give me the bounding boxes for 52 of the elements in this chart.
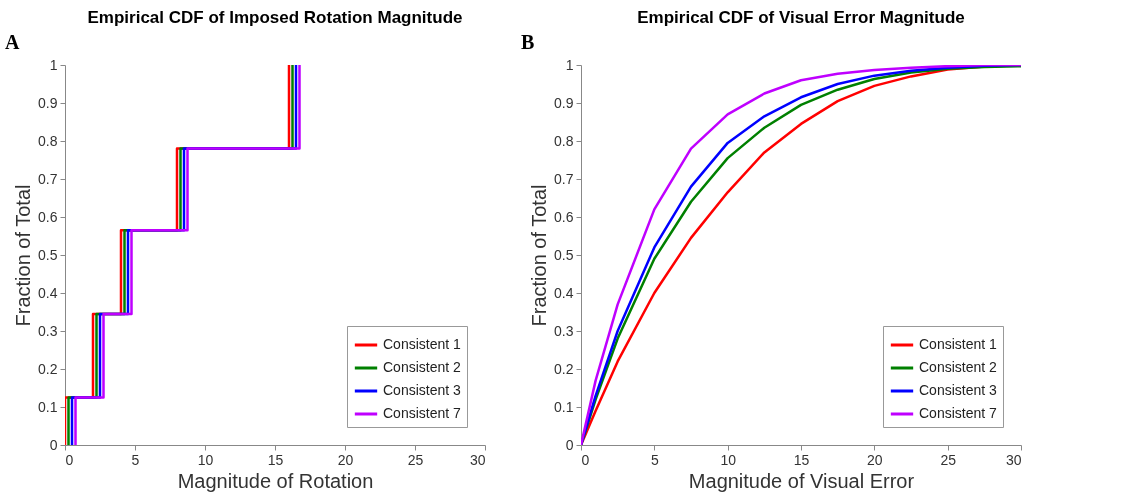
x-tick-label: 15 [267, 451, 284, 468]
legend-label: Consistent 3 [383, 382, 462, 398]
x-tick-label: 10 [720, 451, 737, 468]
y-tick-label: 0.2 [38, 360, 58, 377]
y-tick-label: 0.4 [38, 284, 58, 301]
y-axis-title: Fraction of Total [528, 184, 551, 327]
y-tick-label: 0.1 [554, 398, 574, 415]
y-tick-label: 0.9 [554, 94, 574, 111]
y-tick-label: 0.7 [38, 170, 58, 187]
x-axis-title: Magnitude of Rotation [177, 469, 374, 492]
y-tick-label: 0 [49, 436, 58, 453]
x-tick-label: 30 [1005, 451, 1022, 468]
x-tick-label: 30 [469, 451, 486, 468]
legend-label: Consistent 7 [383, 405, 462, 421]
y-tick-label: 0.5 [38, 246, 58, 263]
y-tick-label: 0.5 [554, 246, 574, 263]
legend-label: Consistent 1 [919, 336, 998, 352]
y-tick-label: 0.3 [554, 322, 574, 339]
y-tick-label: 1 [49, 56, 58, 73]
y-tick-label: 0.6 [38, 208, 58, 225]
chart-title: Empirical CDF of Imposed Rotation Magnitude [87, 8, 463, 27]
y-axis-title: Fraction of Total [12, 184, 35, 327]
x-tick-label: 5 [650, 451, 659, 468]
y-tick-label: 0.3 [38, 322, 58, 339]
text: B [521, 31, 535, 53]
y-tick-label: 0.7 [554, 170, 574, 187]
x-tick-label: 5 [131, 451, 140, 468]
chart-title: Empirical CDF of Visual Error Magnitude [637, 8, 965, 27]
legend-label: Consistent 2 [383, 359, 462, 375]
x-tick-label: 0 [581, 451, 590, 468]
y-tick-label: 1 [565, 56, 574, 73]
y-tick-label: 0.6 [554, 208, 574, 225]
y-tick-label: 0 [565, 436, 574, 453]
legend-label: Consistent 2 [919, 359, 998, 375]
x-tick-label: 0 [65, 451, 74, 468]
y-tick-label: 0.2 [554, 360, 574, 377]
x-tick-label: 15 [793, 451, 810, 468]
x-tick-label: 25 [407, 451, 424, 468]
y-tick-label: 0.1 [38, 398, 58, 415]
x-tick-label: 25 [940, 451, 957, 468]
x-tick-label: 20 [337, 451, 354, 468]
legend-label: Consistent 1 [383, 336, 462, 352]
y-tick-label: 0.8 [38, 132, 58, 149]
y-tick-label: 0.4 [554, 284, 574, 301]
legend-label: Consistent 3 [919, 382, 998, 398]
y-tick-label: 0.9 [38, 94, 58, 111]
y-tick-label: 0.8 [554, 132, 574, 149]
x-tick-label: 20 [867, 451, 883, 468]
x-tick-label: 10 [197, 451, 214, 468]
legend-label: Consistent 7 [919, 405, 998, 421]
x-axis-title: Magnitude of Visual Error [688, 469, 915, 492]
text: A [5, 31, 20, 53]
